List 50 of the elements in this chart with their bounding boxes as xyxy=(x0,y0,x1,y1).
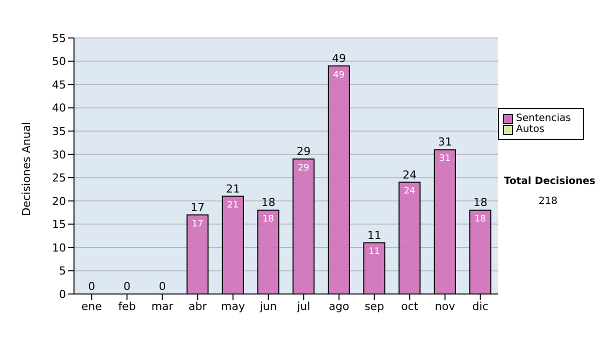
total-label: 17 xyxy=(190,200,205,214)
x-tick-label: may xyxy=(221,300,246,313)
total-label: 0 xyxy=(124,280,130,293)
x-tick-label: feb xyxy=(118,300,136,313)
total-label: 11 xyxy=(367,228,382,242)
data-label: 17 xyxy=(192,219,204,230)
y-tick-label: 10 xyxy=(52,241,66,254)
x-tick-label: dic xyxy=(472,300,488,313)
y-tick-label: 40 xyxy=(52,102,66,115)
y-axis-title: Decisiones Anual xyxy=(20,122,33,216)
y-tick-label: 50 xyxy=(52,55,66,68)
x-tick-label: nov xyxy=(434,300,456,313)
total-label: 0 xyxy=(88,280,96,293)
total-label: 18 xyxy=(473,196,488,210)
total-label: 29 xyxy=(296,145,311,158)
x-tick-label: sep xyxy=(364,300,384,313)
y-tick-label: 35 xyxy=(52,124,66,138)
data-label: 49 xyxy=(333,70,345,80)
y-tick-label: 30 xyxy=(52,148,66,162)
total-label: 18 xyxy=(261,196,276,210)
y-tick-label: 5 xyxy=(59,264,66,278)
total-label: 0 xyxy=(158,280,166,293)
y-tick-label: 15 xyxy=(52,218,66,232)
data-label: 11 xyxy=(368,247,380,258)
x-tick-label: mar xyxy=(151,300,174,313)
y-tick-label: 20 xyxy=(52,194,66,208)
data-label: 29 xyxy=(298,163,310,174)
y-tick-label: 55 xyxy=(52,32,66,45)
data-label: 18 xyxy=(474,214,486,225)
x-tick-label: abr xyxy=(188,300,208,313)
legend-label: Sentencias xyxy=(516,113,571,124)
x-tick-label: ene xyxy=(81,300,102,313)
total-label: 49 xyxy=(332,52,346,65)
x-tick-label: jul xyxy=(296,300,310,313)
x-tick-label: jun xyxy=(258,300,277,313)
x-tick-label: oct xyxy=(401,300,419,313)
text: 218 xyxy=(537,196,559,207)
data-label: 21 xyxy=(227,200,239,211)
y-tick-label: 45 xyxy=(52,78,66,92)
data-label: 24 xyxy=(404,186,416,197)
text: Total Decisiones xyxy=(504,176,596,187)
data-label: 18 xyxy=(262,214,274,225)
total-label: 21 xyxy=(226,182,240,196)
y-tick-label: 25 xyxy=(52,172,66,185)
y-tick-label: 0 xyxy=(59,288,66,301)
legend-label: Autos xyxy=(516,124,544,135)
x-tick-label: ago xyxy=(328,300,350,313)
total-label: 31 xyxy=(438,136,452,149)
total-label: 24 xyxy=(402,168,417,182)
data-label: 31 xyxy=(439,154,451,164)
